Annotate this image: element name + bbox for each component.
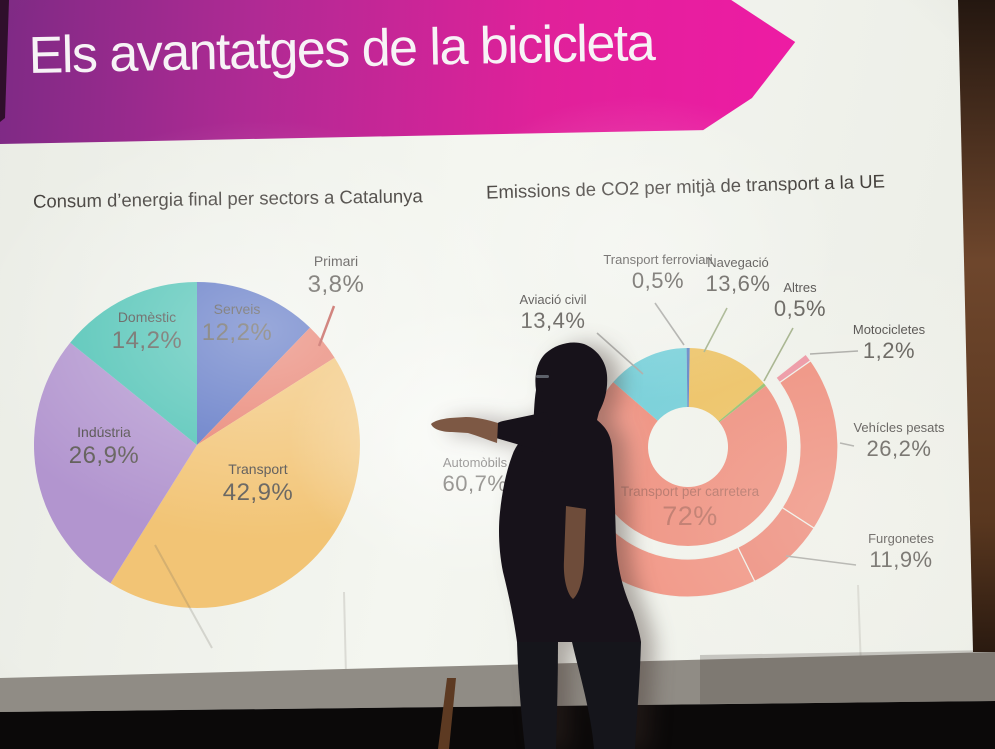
presenter-pointing-arm-sleeve <box>492 412 551 452</box>
screen-edge-left-sliver <box>0 0 9 122</box>
presenter-right-leg <box>572 642 641 749</box>
stage-dark-floor <box>0 701 995 749</box>
screen-bottom-edge <box>0 652 995 712</box>
presenter-body <box>499 342 641 642</box>
presenter-left-leg <box>517 642 558 749</box>
presenter-pointing-forearm-hand <box>431 417 498 443</box>
wall-strip-right <box>958 0 995 652</box>
presenter-glasses-glint <box>536 375 549 378</box>
presenter-hanging-forearm-hand <box>563 506 586 599</box>
mic-stand <box>438 678 456 749</box>
screen-bottom-edge-shadow <box>700 650 995 704</box>
